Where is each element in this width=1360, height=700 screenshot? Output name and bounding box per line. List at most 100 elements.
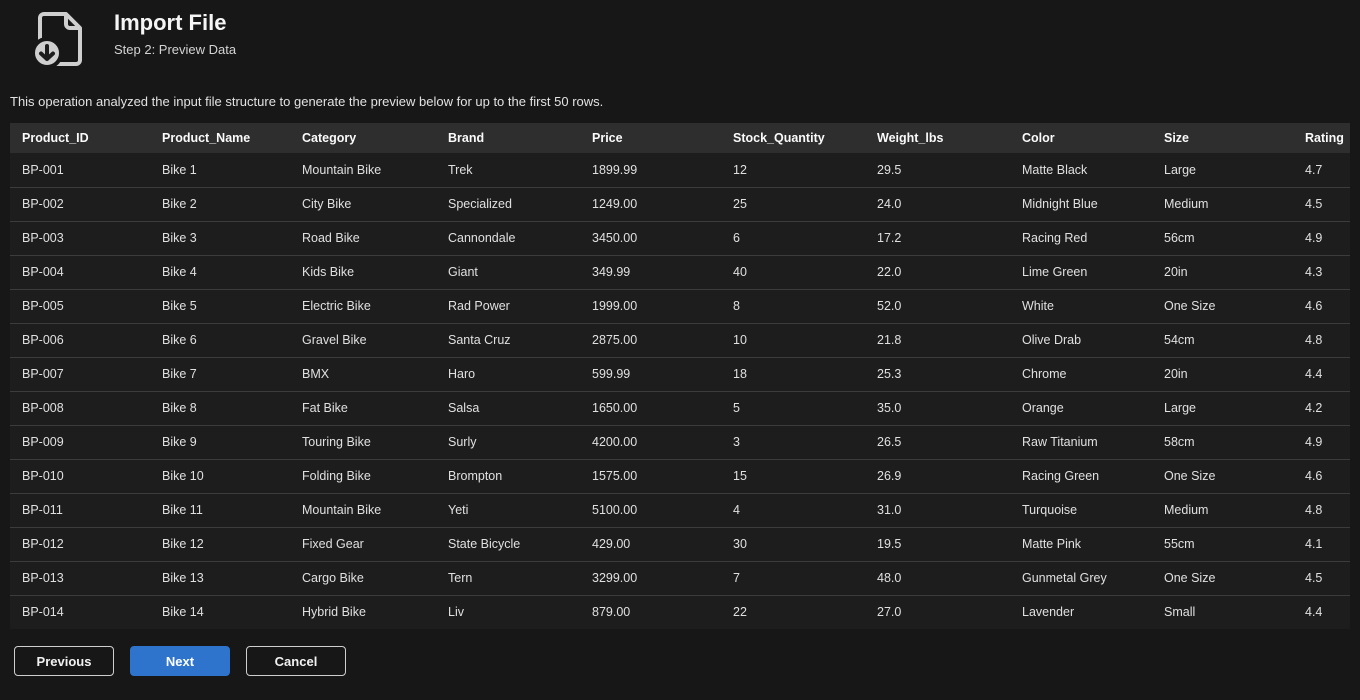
table-cell: 1899.99 [580,153,721,187]
table-cell: 4.7 [1293,153,1350,187]
footer-buttons: Previous Next Cancel [14,646,1360,676]
table-cell: Mountain Bike [290,153,436,187]
column-header: Size [1152,123,1293,153]
table-cell: BP-002 [10,186,150,221]
table-cell: 4.6 [1293,458,1350,493]
table-cell: White [1010,288,1152,323]
table-cell: Hybrid Bike [290,594,436,629]
table-body: BP-001 Bike 1 Mountain Bike Trek 1899.99 12 29… [10,153,1350,629]
table-cell: 17.2 [865,220,1010,255]
table-header: Product_ID Product_Name Category Brand Price… [10,123,1350,153]
table-cell: Touring Bike [290,424,436,459]
table-cell: BP-007 [10,356,150,391]
table-cell: Bike 7 [150,356,290,391]
table-cell: Matte Black [1010,153,1152,187]
column-header: Rating [1293,123,1350,153]
table-cell: 18 [721,356,865,391]
table-cell: Bike 8 [150,390,290,425]
table-cell: 4.1 [1293,526,1350,561]
cancel-button[interactable]: Cancel [246,646,346,676]
table-cell: 599.99 [580,356,721,391]
table-cell: Fixed Gear [290,526,436,561]
table-cell: BP-014 [10,594,150,629]
table-cell: One Size [1152,560,1293,595]
column-header: Weight_lbs [865,123,1010,153]
table-cell: 21.8 [865,322,1010,357]
table-cell: BP-013 [10,560,150,595]
table-row: BP-010 Bike 10 Folding Bike Brompton 1575.00… [10,458,1350,493]
preview-description: This operation analyzed the input file s… [10,94,604,109]
table-cell: Bike 4 [150,254,290,289]
table-cell: Bike 6 [150,322,290,357]
table-cell: Fat Bike [290,390,436,425]
page-title: Import File [114,10,227,35]
table-cell: 35.0 [865,390,1010,425]
table-cell: 20in [1152,254,1293,289]
table-cell: 4.4 [1293,356,1350,391]
table-cell: BP-005 [10,288,150,323]
file-download-icon [30,10,86,75]
table-cell: Electric Bike [290,288,436,323]
next-button[interactable]: Next [130,646,230,676]
table-row: BP-001 Bike 1 Mountain Bike Trek 1899.99 12 29… [10,153,1350,187]
table-row: BP-004 Bike 4 Kids Bike Giant 349.99 40 22.0 Li… [10,254,1350,289]
table-cell: Haro [436,356,580,391]
table-cell: BP-009 [10,424,150,459]
table-cell: Trek [436,153,580,187]
column-header: Price [580,123,721,153]
table-cell: 4.8 [1293,322,1350,357]
table-cell: Yeti [436,492,580,527]
table-cell: 48.0 [865,560,1010,595]
table-cell: Gunmetal Grey [1010,560,1152,595]
table-cell: 4.5 [1293,560,1350,595]
table-cell: BP-001 [10,153,150,187]
table-cell: BP-011 [10,492,150,527]
table-cell: One Size [1152,458,1293,493]
table-cell: 4.5 [1293,186,1350,221]
table-cell: 25 [721,186,865,221]
preview-table: Product_ID Product_Name Category Brand Price… [10,123,1350,629]
table-cell: BP-010 [10,458,150,493]
table-cell: Folding Bike [290,458,436,493]
table-cell: 52.0 [865,288,1010,323]
table-cell: Medium [1152,186,1293,221]
table-cell: Tern [436,560,580,595]
table-cell: 24.0 [865,186,1010,221]
table-cell: 429.00 [580,526,721,561]
table-cell: Liv [436,594,580,629]
table-cell: Salsa [436,390,580,425]
column-header: Stock_Quantity [721,123,865,153]
table-cell: 40 [721,254,865,289]
table-cell: 15 [721,458,865,493]
table-cell: Small [1152,594,1293,629]
table-cell: 26.9 [865,458,1010,493]
table-cell: Bike 2 [150,186,290,221]
wizard-header: Import File Step 2: Preview Data [0,0,1360,78]
table-cell: Specialized [436,186,580,221]
table-cell: 8 [721,288,865,323]
table-cell: 27.0 [865,594,1010,629]
table-cell: Matte Pink [1010,526,1152,561]
table-cell: 55cm [1152,526,1293,561]
table-cell: 22.0 [865,254,1010,289]
table-cell: 4.4 [1293,594,1350,629]
column-header: Brand [436,123,580,153]
table-cell: BP-003 [10,220,150,255]
table-row: BP-003 Bike 3 Road Bike Cannondale 3450.00 6 1… [10,220,1350,255]
table-cell: 4.3 [1293,254,1350,289]
table-cell: Medium [1152,492,1293,527]
table-cell: 7 [721,560,865,595]
table-cell: 10 [721,322,865,357]
previous-button[interactable]: Previous [14,646,114,676]
table-cell: 4200.00 [580,424,721,459]
step-subtitle: Step 2: Preview Data [114,42,237,57]
table-cell: Gravel Bike [290,322,436,357]
table-row: BP-005 Bike 5 Electric Bike Rad Power 1999.0… [10,288,1350,323]
table-cell: 349.99 [580,254,721,289]
table-cell: 2875.00 [580,322,721,357]
table-cell: 6 [721,220,865,255]
table-cell: Large [1152,390,1293,425]
table-cell: Lime Green [1010,254,1152,289]
table-cell: 5100.00 [580,492,721,527]
